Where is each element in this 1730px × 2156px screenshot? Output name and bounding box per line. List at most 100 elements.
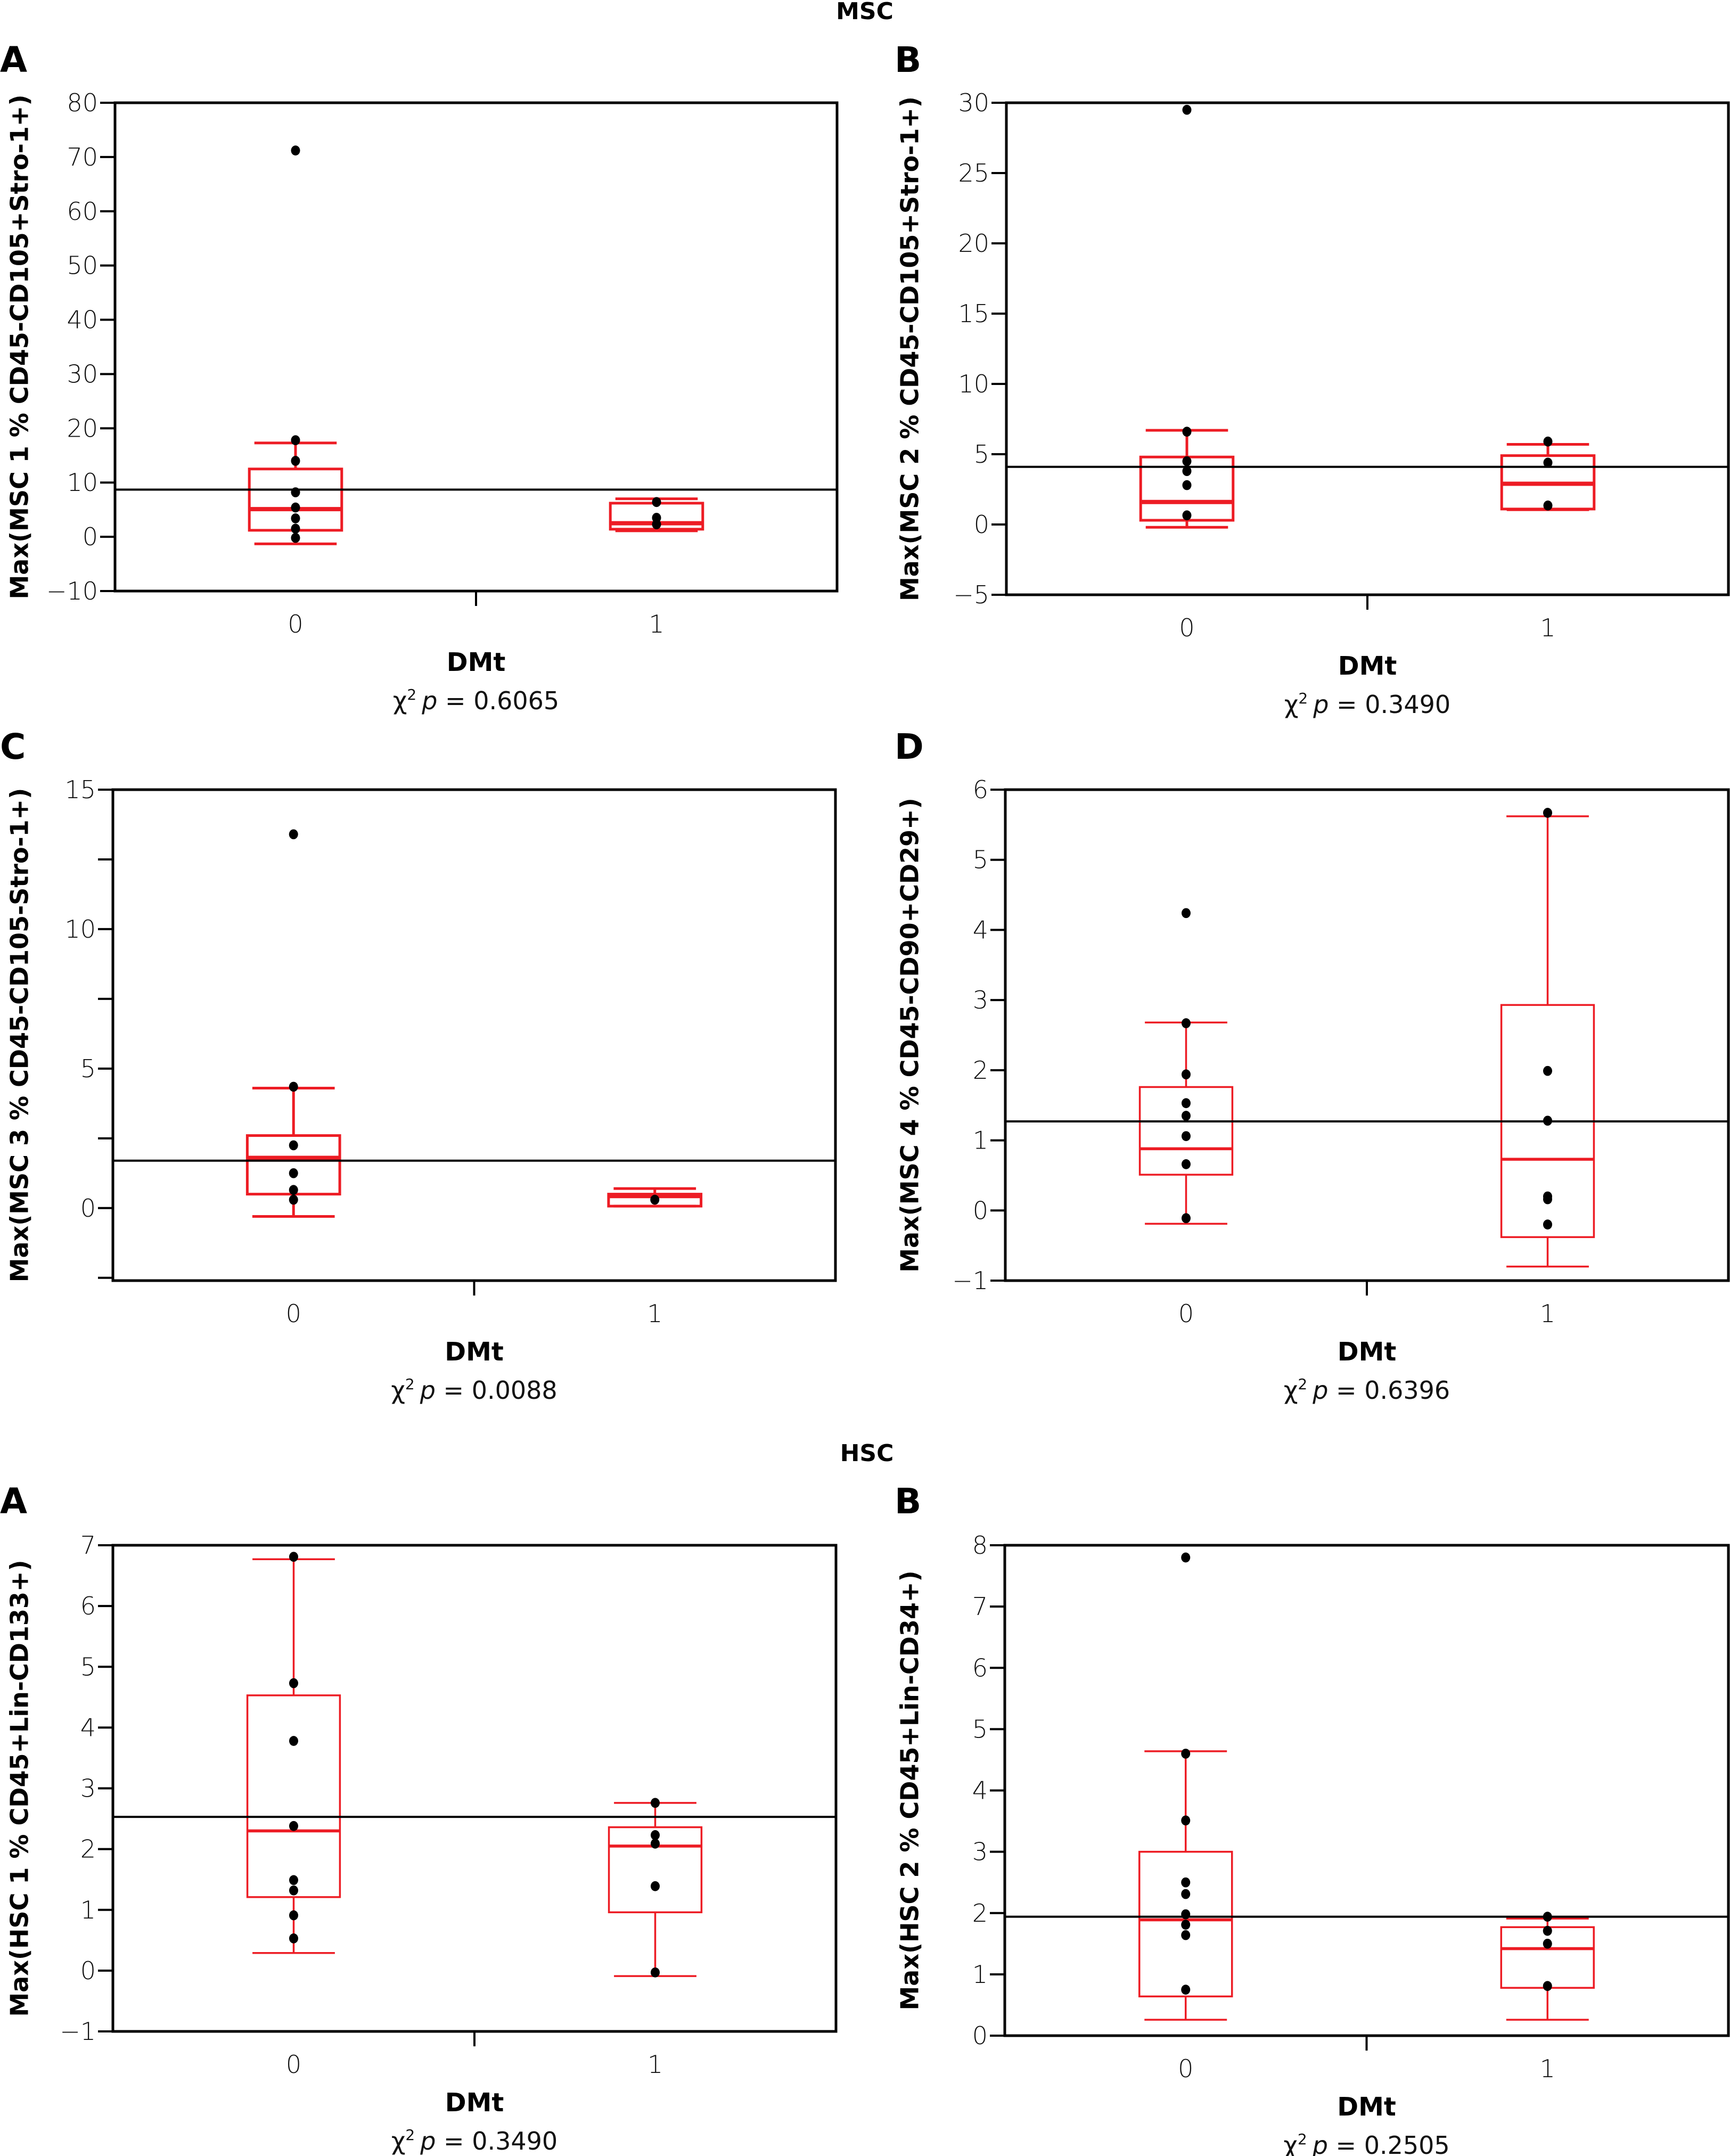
plot-frame xyxy=(111,788,837,1282)
data-point xyxy=(291,456,300,466)
y-tick-label: 20 xyxy=(67,414,98,442)
y-tick-label: −5 xyxy=(953,580,989,609)
data-point xyxy=(1182,908,1191,919)
data-point xyxy=(651,1839,660,1849)
y-tick-label: 70 xyxy=(67,143,98,171)
data-point xyxy=(652,497,661,507)
data-point xyxy=(1543,501,1553,511)
box-group-1 xyxy=(1500,1912,1595,2021)
x-tick-label: 0 xyxy=(1178,2054,1193,2083)
chi-superscript: 2 xyxy=(405,1375,415,1393)
x-tick-label: 1 xyxy=(1540,613,1555,642)
x-tick-label: 1 xyxy=(1540,2054,1555,2083)
section-title-hsc: HSC xyxy=(840,1440,894,1467)
p-symbol: p xyxy=(420,1376,436,1405)
y-tick-label: 3 xyxy=(80,1774,96,1803)
y-tick-label: 15 xyxy=(64,775,96,804)
data-point xyxy=(1182,1159,1191,1169)
plot-frame xyxy=(1003,1544,1730,2037)
data-point xyxy=(1182,427,1192,437)
data-point xyxy=(1181,1920,1191,1930)
y-tick-label: 6 xyxy=(80,1592,96,1620)
data-point xyxy=(291,435,300,446)
panel-letter: D xyxy=(895,726,924,767)
data-point xyxy=(651,1798,660,1808)
data-point xyxy=(289,1678,298,1688)
box-group-0 xyxy=(1138,908,1234,1225)
data-point xyxy=(1543,808,1552,818)
y-tick-label: 1 xyxy=(972,1960,988,1989)
data-point xyxy=(289,1081,298,1092)
p-symbol: p xyxy=(420,2127,436,2155)
y-tick-label: 6 xyxy=(973,775,988,804)
y-tick-label: 1 xyxy=(80,1896,96,1924)
data-point xyxy=(289,1736,298,1746)
data-point xyxy=(289,1194,298,1205)
box-group-1 xyxy=(608,1798,703,1978)
data-point xyxy=(1181,1985,1191,1995)
data-point xyxy=(651,1830,660,1840)
y-tick-label: 0 xyxy=(80,1956,96,1985)
x-axis-label: DMt xyxy=(445,1337,504,1367)
y-tick-label: 5 xyxy=(974,440,989,469)
chi-symbol: χ xyxy=(1284,690,1299,719)
p-value: = 0.2505 xyxy=(1328,2131,1450,2156)
box-group-1 xyxy=(1500,808,1595,1268)
data-point xyxy=(1181,1749,1191,1759)
y-tick-label: 80 xyxy=(67,88,98,117)
y-tick-label: 6 xyxy=(972,1653,988,1682)
data-point xyxy=(289,1552,298,1562)
y-tick-label: 7 xyxy=(972,1592,988,1621)
data-point xyxy=(291,532,300,543)
data-point xyxy=(1543,457,1553,468)
y-axis-label: Max(HSC 1 % CD45+Lin-CD133+) xyxy=(5,1560,34,2017)
section-title-msc: MSC xyxy=(836,0,893,25)
p-value: = 0.0088 xyxy=(436,1376,557,1405)
chi-superscript: 2 xyxy=(405,2126,415,2144)
x-tick-label: 0 xyxy=(286,2050,301,2079)
data-point xyxy=(291,523,300,534)
data-point xyxy=(289,829,298,840)
data-point xyxy=(1181,1930,1191,1940)
p-symbol: p xyxy=(1313,690,1329,719)
p-symbol: p xyxy=(1312,1376,1328,1405)
p-value-label: χ2 p = 0.6065 xyxy=(393,686,559,715)
data-point xyxy=(1182,1213,1191,1224)
panel-letter: A xyxy=(0,39,27,80)
data-point xyxy=(652,519,661,530)
p-value-label: χ2 p = 0.0088 xyxy=(391,1375,557,1405)
data-point xyxy=(291,502,300,513)
x-axis-label: DMt xyxy=(445,2088,504,2118)
x-tick-label: 1 xyxy=(647,1299,662,1328)
p-value: = 0.6396 xyxy=(1328,1376,1450,1405)
iqr-box xyxy=(1138,1086,1234,1176)
data-point xyxy=(289,1885,298,1896)
box-group-0 xyxy=(248,145,343,545)
y-tick-label: 5 xyxy=(972,1715,988,1743)
y-tick-label: 1 xyxy=(973,1126,988,1155)
plot-frame xyxy=(1005,101,1730,596)
chi-superscript: 2 xyxy=(1298,690,1308,707)
data-point xyxy=(651,1967,660,1978)
data-point xyxy=(1181,1552,1191,1563)
data-point xyxy=(289,1933,298,1944)
y-tick-label: 4 xyxy=(972,1776,988,1805)
y-tick-label: 3 xyxy=(972,1838,988,1866)
y-tick-label: 2 xyxy=(972,1899,988,1928)
data-point xyxy=(289,1140,298,1151)
data-point xyxy=(289,1185,298,1195)
p-value: = 0.3490 xyxy=(1329,690,1450,719)
y-tick-label: −10 xyxy=(46,577,98,605)
y-tick-label: 4 xyxy=(80,1713,96,1742)
y-tick-label: 50 xyxy=(67,251,98,280)
y-tick-label: 8 xyxy=(972,1531,988,1560)
chi-superscript: 2 xyxy=(407,686,416,703)
data-point xyxy=(1182,104,1192,115)
data-point xyxy=(291,145,300,156)
p-value: = 0.6065 xyxy=(437,686,559,715)
iqr-box xyxy=(608,1826,703,1914)
y-tick-label: 20 xyxy=(958,229,989,258)
box-group-0 xyxy=(1139,104,1235,529)
data-point xyxy=(1182,1098,1191,1109)
